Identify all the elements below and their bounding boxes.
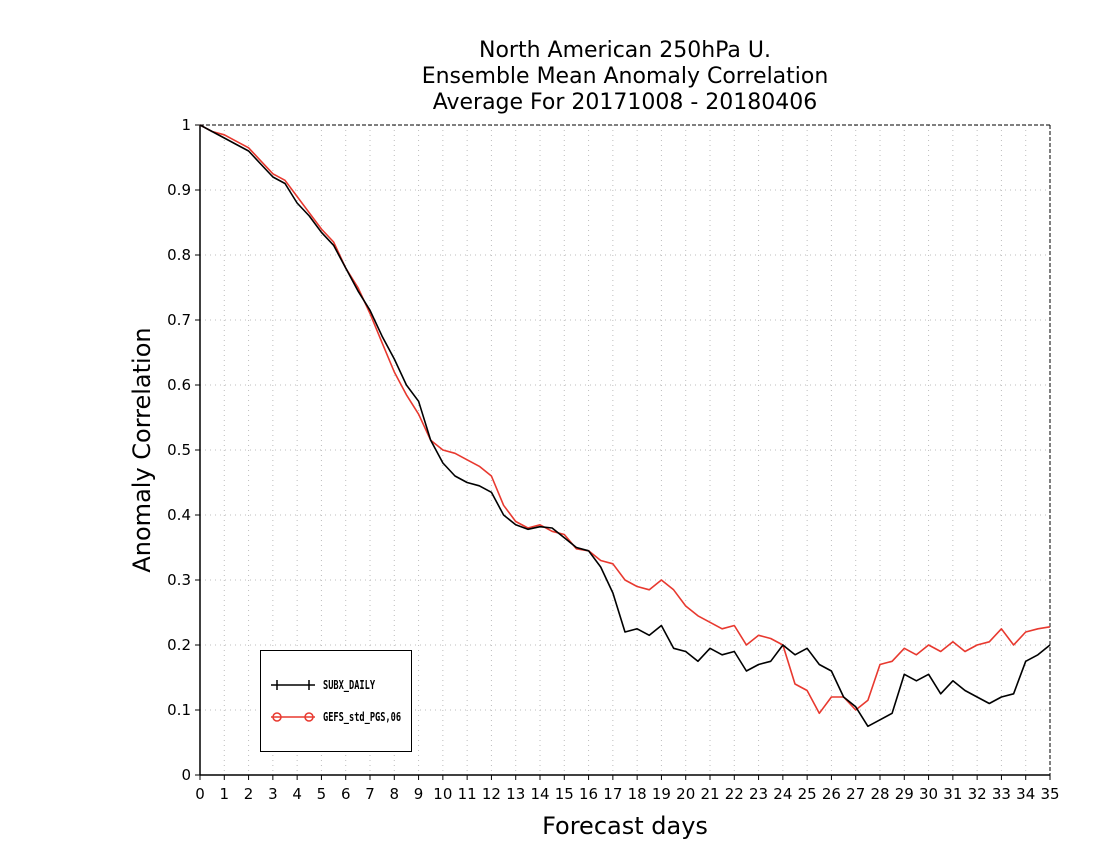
y-axis-label: Anomaly Correlation (128, 327, 156, 573)
legend-label-subx: SUBX_DAILY (323, 678, 376, 692)
x-tick-label: 31 (943, 785, 962, 803)
y-tick-label: 0.1 (167, 701, 191, 719)
x-tick-label: 18 (628, 785, 647, 803)
legend-label-gefs: GEFS_std_PGS,06 (323, 710, 402, 724)
y-tick-label: 0.5 (167, 441, 191, 459)
chart-title-line-1: North American 250hPa U. (479, 38, 771, 63)
legend-swatch-subx (271, 680, 315, 690)
x-tick-label: 14 (530, 785, 549, 803)
x-tick-label: 2 (244, 785, 254, 803)
x-tick-label: 0 (195, 785, 205, 803)
x-tick-label: 3 (268, 785, 278, 803)
y-tick-label: 0.3 (167, 571, 191, 589)
x-tick-label: 21 (700, 785, 719, 803)
y-tick-label: 0.6 (167, 376, 191, 394)
x-tick-label: 34 (1016, 785, 1035, 803)
x-tick-label: 26 (822, 785, 841, 803)
x-tick-label: 20 (676, 785, 695, 803)
x-tick-label: 28 (870, 785, 889, 803)
chart-title-line-3: Average For 20171008 - 20180406 (432, 90, 818, 115)
y-tick-label: 1 (181, 116, 191, 134)
x-tick-label: 6 (341, 785, 351, 803)
x-tick-label: 8 (390, 785, 400, 803)
x-tick-label: 29 (895, 785, 914, 803)
x-tick-label: 1 (220, 785, 230, 803)
legend-item-gefs: GEFS_std_PGS,06 (269, 707, 431, 727)
series-line-subx (199, 124, 1051, 728)
y-tick-label: 0 (181, 766, 191, 784)
legend: SUBX_DAILY GEFS_std_PGS,06 (260, 650, 412, 752)
x-tick-label: 24 (773, 785, 792, 803)
series-line-gefs (199, 124, 1051, 715)
x-tick-label: 30 (919, 785, 938, 803)
y-tick-label: 0.8 (167, 246, 191, 264)
y-tick-label: 0.7 (167, 311, 191, 329)
x-tick-label: 19 (652, 785, 671, 803)
legend-item-subx: SUBX_DAILY (269, 675, 395, 695)
x-axis-label: Forecast days (542, 812, 708, 840)
x-tick-label: 10 (433, 785, 452, 803)
x-tick-label: 17 (603, 785, 622, 803)
x-tick-label: 11 (458, 785, 477, 803)
x-tick-label: 33 (992, 785, 1011, 803)
x-tick-label: 5 (317, 785, 327, 803)
chart-title-line-2: Ensemble Mean Anomaly Correlation (421, 64, 829, 89)
y-tick-label: 0.2 (167, 636, 191, 654)
x-tick-label: 15 (555, 785, 574, 803)
x-tick-label: 22 (725, 785, 744, 803)
x-tick-label: 7 (365, 785, 375, 803)
x-tick-label: 16 (579, 785, 598, 803)
x-tick-label: 27 (846, 785, 865, 803)
y-tick-label: 0.9 (167, 181, 191, 199)
x-tick-label: 35 (1040, 785, 1059, 803)
y-tick-label: 0.4 (167, 506, 191, 524)
legend-swatch-gefs (271, 712, 315, 722)
x-tick-label: 25 (798, 785, 817, 803)
x-tick-label: 4 (292, 785, 302, 803)
x-tick-label: 9 (414, 785, 424, 803)
x-tick-label: 12 (482, 785, 501, 803)
x-tick-label: 32 (968, 785, 987, 803)
x-tick-label: 23 (749, 785, 768, 803)
x-tick-label: 13 (506, 785, 525, 803)
